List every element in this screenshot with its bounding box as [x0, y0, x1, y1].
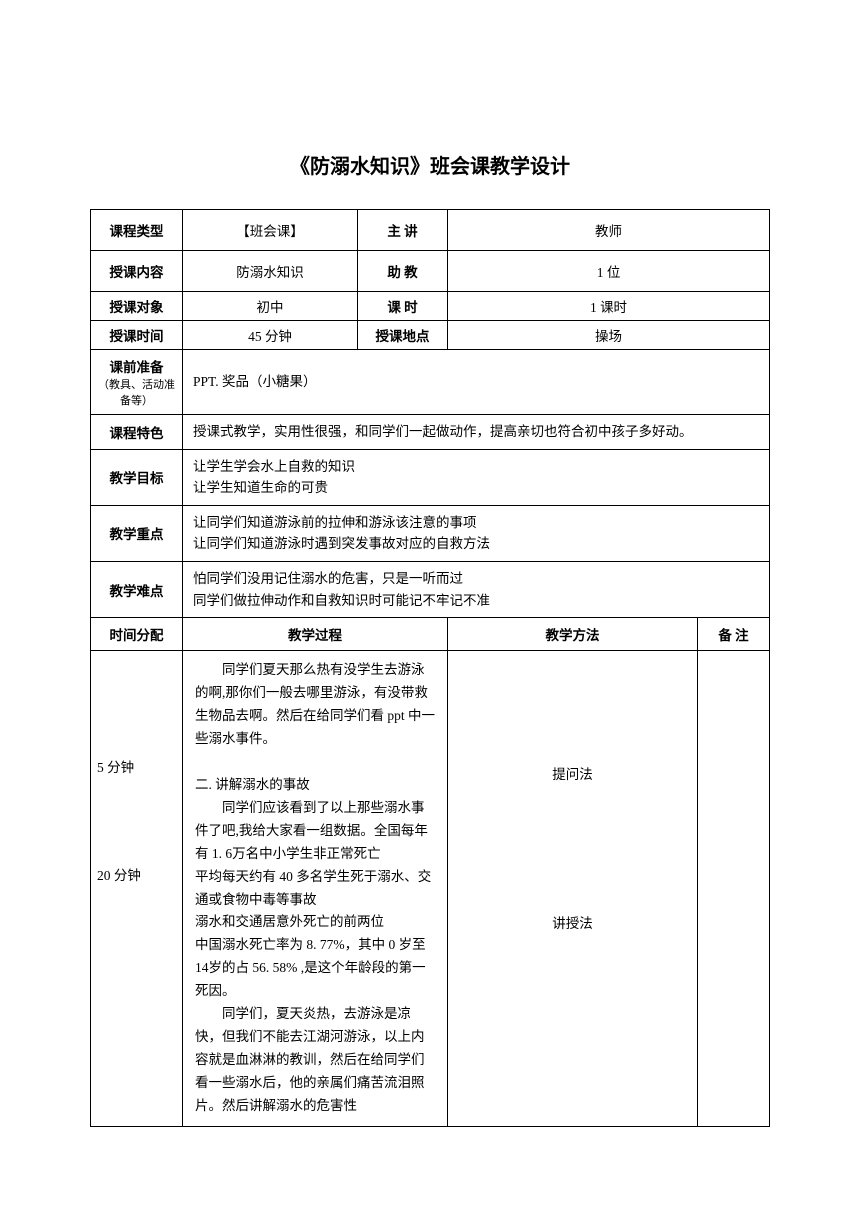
row-value2: 1 课时 — [448, 292, 770, 321]
row-label: 授课内容 — [91, 251, 183, 292]
row-label: 授课对象 — [91, 292, 183, 321]
row-content: 让同学们知道游泳前的拉伸和游泳该注意的事项让同学们知道游泳时遇到突发事故对应的自… — [183, 505, 770, 561]
row-label: 教学重点 — [91, 505, 183, 561]
row-label: 授课时间 — [91, 321, 183, 350]
process-header-note: 备 注 — [698, 618, 770, 651]
row-value: 45 分钟 — [183, 321, 358, 350]
row-label: 课前准备（教具、活动准备等） — [91, 350, 183, 415]
process-note — [698, 651, 770, 1127]
process-header-time: 时间分配 — [91, 618, 183, 651]
row-content: PPT. 奖品（小糖果） — [183, 350, 770, 415]
process-header-content: 教学过程 — [183, 618, 448, 651]
page-title: 《防溺水知识》班会课教学设计 — [90, 150, 770, 179]
row-label2: 助 教 — [358, 251, 448, 292]
row-value2: 1 位 — [448, 251, 770, 292]
row-content: 让学生学会水上自救的知识让学生知道生命的可贵 — [183, 449, 770, 505]
process-content: 同学们夏天那么热有没学生去游泳的啊,那你们一般去哪里游泳，有没带救生物品去啊。然… — [183, 651, 448, 1127]
row-label2: 课 时 — [358, 292, 448, 321]
row-label: 教学难点 — [91, 561, 183, 617]
row-content: 授课式教学，实用性很强，和同学们一起做动作，提高亲切也符合初中孩子多好动。 — [183, 415, 770, 450]
row-label: 课程特色 — [91, 415, 183, 450]
row-value: 防溺水知识 — [183, 251, 358, 292]
row-label2: 主 讲 — [358, 210, 448, 251]
row-label2: 授课地点 — [358, 321, 448, 350]
row-value: 【班会课】 — [183, 210, 358, 251]
lesson-plan-table: 课程类型 【班会课】 主 讲 教师 授课内容 防溺水知识 助 教 1 位 授课对… — [90, 209, 770, 1127]
process-header-method: 教学方法 — [448, 618, 698, 651]
row-content: 怕同学们没用记住溺水的危害，只是一听而过同学们做拉伸动作和自救知识时可能记不牢记… — [183, 561, 770, 617]
process-method: 提问法讲授法 — [448, 651, 698, 1127]
row-value2: 教师 — [448, 210, 770, 251]
row-value: 初中 — [183, 292, 358, 321]
row-label: 教学目标 — [91, 449, 183, 505]
row-label: 课程类型 — [91, 210, 183, 251]
row-value2: 操场 — [448, 321, 770, 350]
process-time: 5 分钟20 分钟 — [91, 651, 183, 1127]
